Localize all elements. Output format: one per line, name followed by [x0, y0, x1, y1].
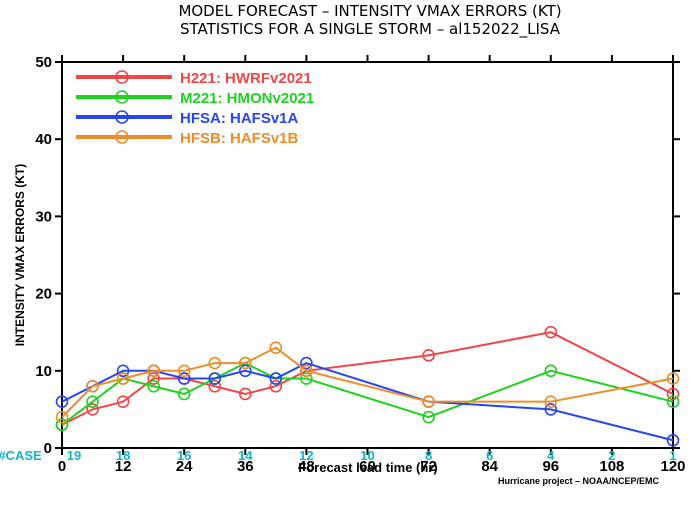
series-point	[147, 372, 160, 385]
y-axis: 0 10 20 30 40 50	[35, 54, 680, 457]
x-tick-label: 108	[599, 458, 624, 475]
series-point	[300, 356, 313, 370]
series-point	[147, 364, 160, 378]
x-tick-label: 72	[420, 458, 437, 475]
series-point	[666, 372, 680, 385]
series-point	[544, 395, 558, 408]
series-layer	[55, 325, 680, 447]
series-point	[269, 379, 283, 393]
x-tick-label: 96	[542, 458, 559, 475]
series-point	[208, 372, 222, 385]
series-point	[86, 403, 99, 416]
legend-marker	[115, 90, 129, 104]
case-count: 10	[360, 448, 374, 463]
x-axis: 0 12 24 36 48 60 72 84 96 108 120	[58, 55, 686, 475]
case-row-label: #CASE	[0, 448, 42, 463]
series-point	[177, 372, 191, 385]
series-point	[544, 403, 558, 416]
case-count: 2	[608, 448, 615, 463]
x-tick-label: 36	[237, 458, 254, 475]
legend-label: HFSA: HAFSv1A	[180, 110, 299, 127]
series-point	[86, 395, 99, 408]
y-tick-label: 0	[44, 440, 52, 457]
x-tick-label: 60	[359, 458, 376, 475]
credit-text: Hurricane project – NOAA/NCEP/EMC	[498, 476, 660, 486]
y-tick-label: 20	[35, 286, 52, 303]
series-point	[666, 387, 680, 401]
x-tick-label: 120	[660, 458, 685, 475]
case-count: 18	[116, 448, 130, 463]
series-point	[300, 364, 313, 378]
y-axis-label: INTENSITY VMAX ERRORS (KT)	[13, 164, 27, 346]
x-tick-label: 48	[298, 458, 315, 475]
case-counts: #CASE 19 18 16 14 12 10 8 6 4 2 1	[0, 448, 677, 463]
series-point	[208, 356, 222, 370]
series-line	[61, 362, 674, 442]
legend-marker	[115, 110, 129, 124]
series-point	[239, 356, 252, 370]
series-point	[239, 364, 252, 378]
series-point	[208, 379, 222, 393]
series-point	[544, 325, 558, 339]
case-count: 12	[299, 448, 313, 463]
y-tick-label: 30	[35, 208, 52, 225]
plot-area	[61, 61, 674, 449]
series-line	[61, 361, 674, 426]
x-tick-label: 0	[58, 458, 66, 475]
legend-label: H221: HWRFv2021	[180, 70, 312, 87]
series-point	[269, 341, 283, 354]
series-point	[422, 410, 435, 424]
series-point	[55, 410, 69, 424]
x-tick-label: 24	[176, 458, 193, 475]
case-count: 4	[547, 448, 555, 463]
x-tick-label: 84	[481, 458, 498, 475]
case-count: 14	[238, 448, 253, 463]
chart-title: MODEL FORECAST – INTENSITY VMAX ERRORS (…	[178, 2, 561, 20]
series-point	[666, 433, 680, 447]
legend-marker	[115, 130, 129, 144]
case-count: 1	[669, 448, 676, 463]
case-count: 6	[486, 448, 493, 463]
series-point	[177, 387, 191, 401]
case-count: 16	[177, 448, 191, 463]
y-tick-label: 10	[35, 363, 52, 380]
series-point	[116, 364, 130, 378]
series-point	[86, 379, 99, 393]
series-point	[422, 395, 435, 408]
series-0	[55, 325, 680, 432]
series-point	[116, 395, 130, 408]
series-point	[116, 372, 130, 385]
y-tick-label: 50	[35, 54, 52, 71]
series-point	[55, 395, 69, 408]
series-point	[239, 387, 252, 401]
case-count: 19	[67, 448, 81, 463]
legend: H221: HWRFv2021 M221: HMONv2021 HFSA: HAFS…	[76, 70, 314, 147]
series-point	[177, 364, 191, 378]
y-tick-label: 40	[35, 131, 52, 148]
series-point	[666, 395, 680, 408]
case-count: 8	[425, 448, 432, 463]
chart-subtitle: STATISTICS FOR A SINGLE STORM – al152022…	[180, 20, 561, 39]
series-point	[300, 372, 313, 385]
x-tick-label: 12	[115, 458, 132, 475]
plot-border	[61, 61, 674, 449]
legend-marker	[115, 70, 129, 84]
series-point	[147, 379, 160, 393]
legend-label: HFSB: HAFSv1B	[180, 130, 299, 147]
legend-label: M221: HMONv2021	[180, 90, 314, 107]
series-point	[55, 418, 69, 432]
series-point	[422, 349, 435, 362]
series-point	[269, 372, 283, 385]
series-point	[544, 364, 558, 378]
series-3	[55, 341, 680, 424]
x-axis-label: Forecast lead time (hr)	[298, 460, 437, 475]
series-1	[55, 356, 680, 432]
